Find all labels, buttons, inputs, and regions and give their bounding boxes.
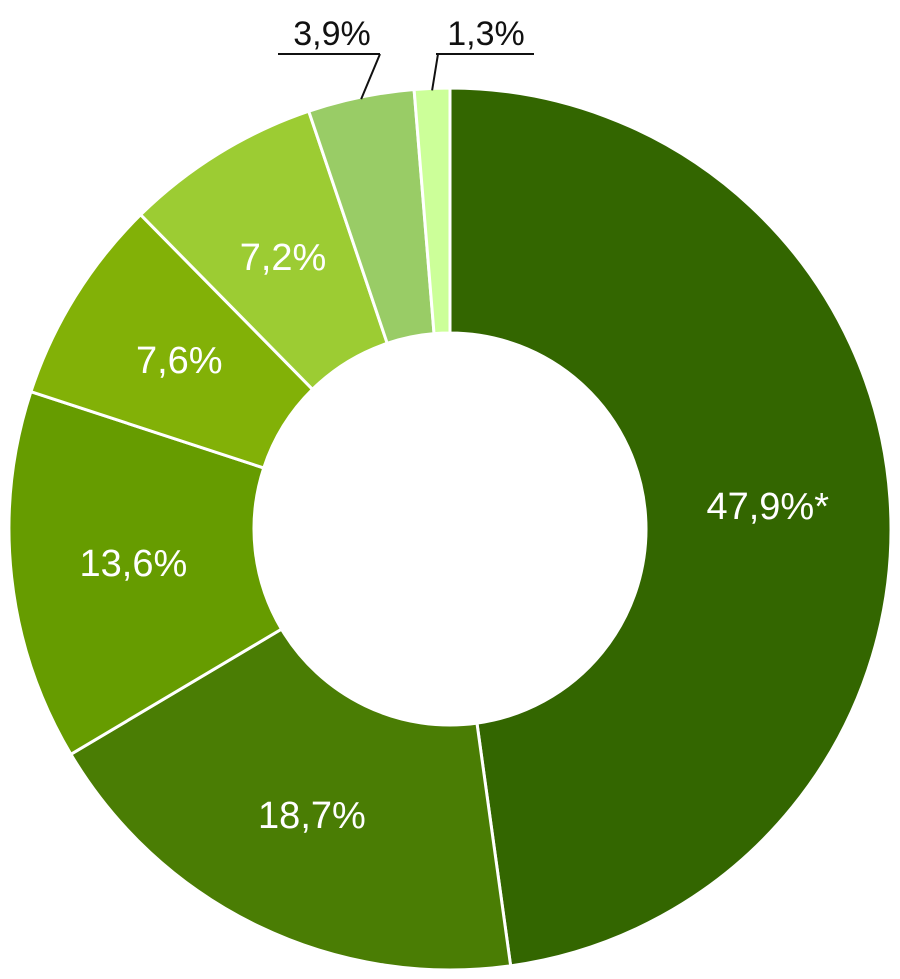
slice-label-4: 7,6% [136,340,223,382]
leader-line-7 [431,53,534,91]
leader-line-6 [278,53,381,100]
labels-group: 47,9%* 18,7% 13,6% 7,6% 7,2% 3,9% 1,3% [80,15,830,837]
slice-1 [448,86,893,968]
slice-3 [7,389,284,757]
outside-label-6: 3,9% [293,15,371,53]
slice-label-3: 13,6% [80,543,188,585]
slice-label-5: 7,2% [240,237,327,279]
slice-label-2: 18,7% [258,795,366,837]
slice-7 [412,86,452,336]
slices-group [7,86,893,972]
slice-label-1: 47,9%* [706,486,829,528]
outside-label-7: 1,3% [447,15,525,53]
slice-2 [68,627,513,972]
